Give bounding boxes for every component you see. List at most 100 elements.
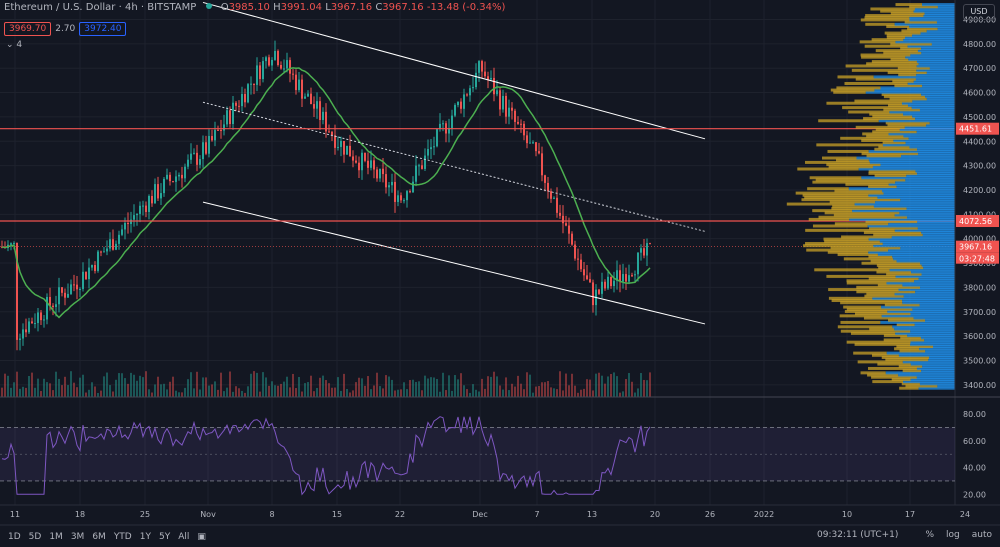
candle-body xyxy=(250,83,252,85)
volume-profile-bar xyxy=(878,145,910,149)
volume-bar xyxy=(313,391,315,397)
volume-bar xyxy=(22,386,24,397)
volume-bar xyxy=(526,372,528,397)
timeframe-button-1m[interactable]: 1M xyxy=(49,531,63,542)
volume-profile-bar xyxy=(917,226,955,230)
clock-readout[interactable]: 09:32:11 (UTC+1) xyxy=(817,530,899,540)
volume-bar xyxy=(460,373,462,397)
candle-body xyxy=(649,243,651,245)
volume-bar xyxy=(130,372,132,397)
volume-profile-bar xyxy=(860,371,886,375)
timeframe-button-all[interactable]: All xyxy=(178,531,190,542)
percent-toggle[interactable]: % xyxy=(925,530,934,540)
candle-body xyxy=(52,305,54,307)
volume-bar xyxy=(472,384,474,397)
time-tick-label: 18 xyxy=(75,510,85,519)
candle-body xyxy=(79,288,81,290)
volume-profile-bar xyxy=(863,316,914,320)
timeframe-button-1d[interactable]: 1D xyxy=(8,531,21,542)
volume-profile-bar xyxy=(917,49,955,53)
volume-profile-bar xyxy=(874,147,918,151)
volume-profile-bar xyxy=(872,130,917,134)
volume-bar xyxy=(4,373,6,397)
volume-profile-bar xyxy=(916,375,955,379)
date-range-icon[interactable]: ▣ xyxy=(197,531,206,542)
volume-bar xyxy=(184,387,186,397)
volume-profile-bar xyxy=(881,92,922,96)
candle-body xyxy=(394,181,396,202)
volume-bar xyxy=(28,375,30,397)
candle-body xyxy=(505,95,507,117)
volume-profile-bar xyxy=(888,248,955,252)
volume-bar xyxy=(193,388,195,397)
volume-profile-bar xyxy=(866,62,919,66)
indicators-toggle[interactable]: ⌄ 4 xyxy=(6,40,22,50)
volume-profile-bar xyxy=(903,134,955,138)
log-toggle[interactable]: log xyxy=(946,530,960,540)
volume-profile-bar xyxy=(903,38,955,42)
timeframe-button-1y[interactable]: 1Y xyxy=(139,531,151,542)
volume-bar xyxy=(7,375,9,397)
volume-profile-bar xyxy=(899,386,919,390)
volume-bar xyxy=(235,386,237,397)
timeframe-button-3m[interactable]: 3M xyxy=(70,531,85,542)
volume-bar xyxy=(334,387,336,397)
volume-profile-bar xyxy=(836,86,881,90)
volume-profile-bar xyxy=(861,176,955,180)
volume-bar xyxy=(163,383,165,397)
volume-profile-bar xyxy=(903,294,955,298)
volume-profile-bar xyxy=(828,165,873,169)
candle-body xyxy=(28,321,30,333)
volume-bar xyxy=(562,390,564,397)
symbol-title[interactable]: Ethereum / U.S. Dollar xyxy=(4,2,116,13)
volume-bar xyxy=(265,377,267,397)
volume-bar xyxy=(187,379,189,397)
volume-profile-bar xyxy=(824,239,880,243)
time-tick-label: 15 xyxy=(332,510,342,519)
volume-profile-bar xyxy=(868,250,955,254)
buy-button[interactable]: 3972.40 xyxy=(79,22,127,36)
volume-bar xyxy=(574,385,576,397)
volume-bar xyxy=(256,372,258,397)
volume-bar xyxy=(538,386,540,397)
candle-body xyxy=(571,233,573,245)
volume-profile-bar xyxy=(894,228,955,232)
volume-profile-bar xyxy=(805,242,883,246)
currency-selector[interactable]: USD xyxy=(963,4,995,20)
timeframe-button-5d[interactable]: 5D xyxy=(28,531,42,542)
volume-profile-bar xyxy=(912,99,955,103)
sell-button[interactable]: 3969.70 xyxy=(4,22,52,36)
volume-profile-bar xyxy=(884,31,921,35)
candle-body xyxy=(448,128,450,134)
timeframe-button-6m[interactable]: 6M xyxy=(92,531,106,542)
countdown-box xyxy=(956,252,999,264)
volume-profile-bar xyxy=(868,366,917,370)
auto-toggle[interactable]: auto xyxy=(971,530,992,540)
price-label: 3967.16 xyxy=(959,243,992,252)
volume-bar xyxy=(643,379,645,397)
volume-bar xyxy=(439,391,441,397)
volume-bar xyxy=(274,385,276,397)
timeframe-button-5y[interactable]: 5Y xyxy=(158,531,171,542)
volume-profile-bar xyxy=(899,349,926,353)
volume-profile-bar xyxy=(868,277,919,281)
volume-bar xyxy=(112,391,114,397)
candle-body xyxy=(421,165,423,169)
candle-body xyxy=(70,284,72,294)
time-tick-label: 17 xyxy=(905,510,915,519)
volume-profile-bar xyxy=(897,66,930,70)
price-tick-label: 4100.00 xyxy=(963,210,996,219)
volume-profile-bar xyxy=(854,202,955,206)
volume-bar xyxy=(385,375,387,397)
timeframe-button-ytd[interactable]: YTD xyxy=(113,531,132,542)
volume-bar xyxy=(541,382,543,397)
candle-body xyxy=(163,178,165,194)
candle-body xyxy=(340,141,342,147)
interval-label[interactable]: 4h xyxy=(124,2,138,13)
volume-profile-bar xyxy=(865,90,955,94)
volume-bar xyxy=(577,392,579,397)
volume-profile-bar xyxy=(891,377,911,381)
candle-body xyxy=(19,338,21,340)
volume-profile-bar xyxy=(833,90,866,94)
